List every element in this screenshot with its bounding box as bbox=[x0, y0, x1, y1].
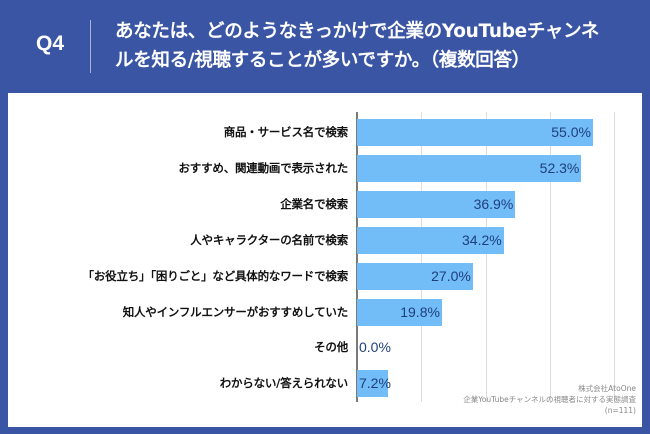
category-label: 商品・サービス名で検索 bbox=[223, 125, 349, 139]
gridline bbox=[485, 112, 487, 402]
gridline bbox=[421, 112, 423, 402]
category-label: 「お役立ち」「困りごと」など具体的なワードで検索 bbox=[82, 268, 349, 283]
value-label: 34.2% bbox=[462, 231, 502, 248]
bar-row: 「お役立ち」「困りごと」など具体的なワードで検索 27.0% bbox=[0, 262, 650, 290]
category-label: おすすめ、関連動画で表示された bbox=[178, 160, 349, 175]
bar-row: その他 0.0% bbox=[0, 334, 650, 361]
value-label: 52.3% bbox=[539, 159, 580, 176]
category-label: わからない/答えられない bbox=[219, 376, 349, 391]
bar bbox=[357, 298, 442, 326]
source-company: 株式会社AtoOne bbox=[578, 384, 636, 393]
source-sample-size: (n=111) bbox=[604, 406, 636, 415]
source-note: 株式会社AtoOne 企業YouTubeチャンネルの視聴者に対する実態調査 (n… bbox=[463, 383, 636, 416]
category-label: 企業名で検索 bbox=[280, 196, 348, 211]
value-label: 55.0% bbox=[551, 124, 591, 140]
bar bbox=[357, 226, 504, 254]
value-label: 27.0% bbox=[431, 267, 471, 284]
bar bbox=[357, 190, 516, 218]
bar bbox=[357, 262, 473, 290]
bar-row: 知人やインフルエンサーがおすすめしていた 19.8% bbox=[0, 298, 650, 326]
value-label: 19.8% bbox=[400, 303, 440, 320]
category-label: その他 bbox=[314, 340, 348, 355]
bar bbox=[357, 154, 582, 182]
header-divider bbox=[90, 20, 91, 73]
bar-row: 人やキャラクターの名前で検索 34.2% bbox=[0, 226, 650, 254]
source-survey: 企業YouTubeチャンネルの視聴者に対する実態調査 bbox=[463, 395, 636, 404]
bar-row: おすすめ、関連動画で表示された 52.3% bbox=[0, 154, 650, 182]
bar bbox=[357, 119, 593, 146]
gridline bbox=[550, 112, 552, 402]
value-label: 0.0% bbox=[359, 339, 391, 356]
category-label: 知人やインフルエンサーがおすすめしていた bbox=[122, 304, 349, 319]
gridline bbox=[614, 112, 616, 402]
value-label: 7.2% bbox=[359, 375, 391, 392]
value-label: 36.9% bbox=[473, 195, 514, 212]
bar bbox=[357, 370, 388, 398]
y-axis-line bbox=[356, 112, 358, 402]
question-line-2: ルを知る/視聴することが多いですか。（複数回答） bbox=[115, 50, 530, 71]
bar-row: 企業名で検索 36.9% bbox=[0, 190, 650, 218]
bar-row: わからない/答えられない 7.2% bbox=[0, 370, 650, 398]
chart-panel bbox=[8, 93, 642, 427]
header: Q4 あなたは、どのようなきっかけで企業のYouTubeチャンネ ルを知る/視聴… bbox=[0, 0, 650, 93]
question-line-1: あなたは、どのようなきっかけで企業のYouTubeチャンネ bbox=[115, 21, 600, 42]
bar-row: 商品・サービス名で検索 55.0% bbox=[0, 119, 650, 146]
question-number: Q4 bbox=[35, 32, 64, 55]
category-label: 人やキャラクターの名前で検索 bbox=[190, 232, 348, 247]
question-title: あなたは、どのようなきっかけで企業のYouTubeチャンネ ルを知る/視聴するこ… bbox=[115, 17, 645, 75]
